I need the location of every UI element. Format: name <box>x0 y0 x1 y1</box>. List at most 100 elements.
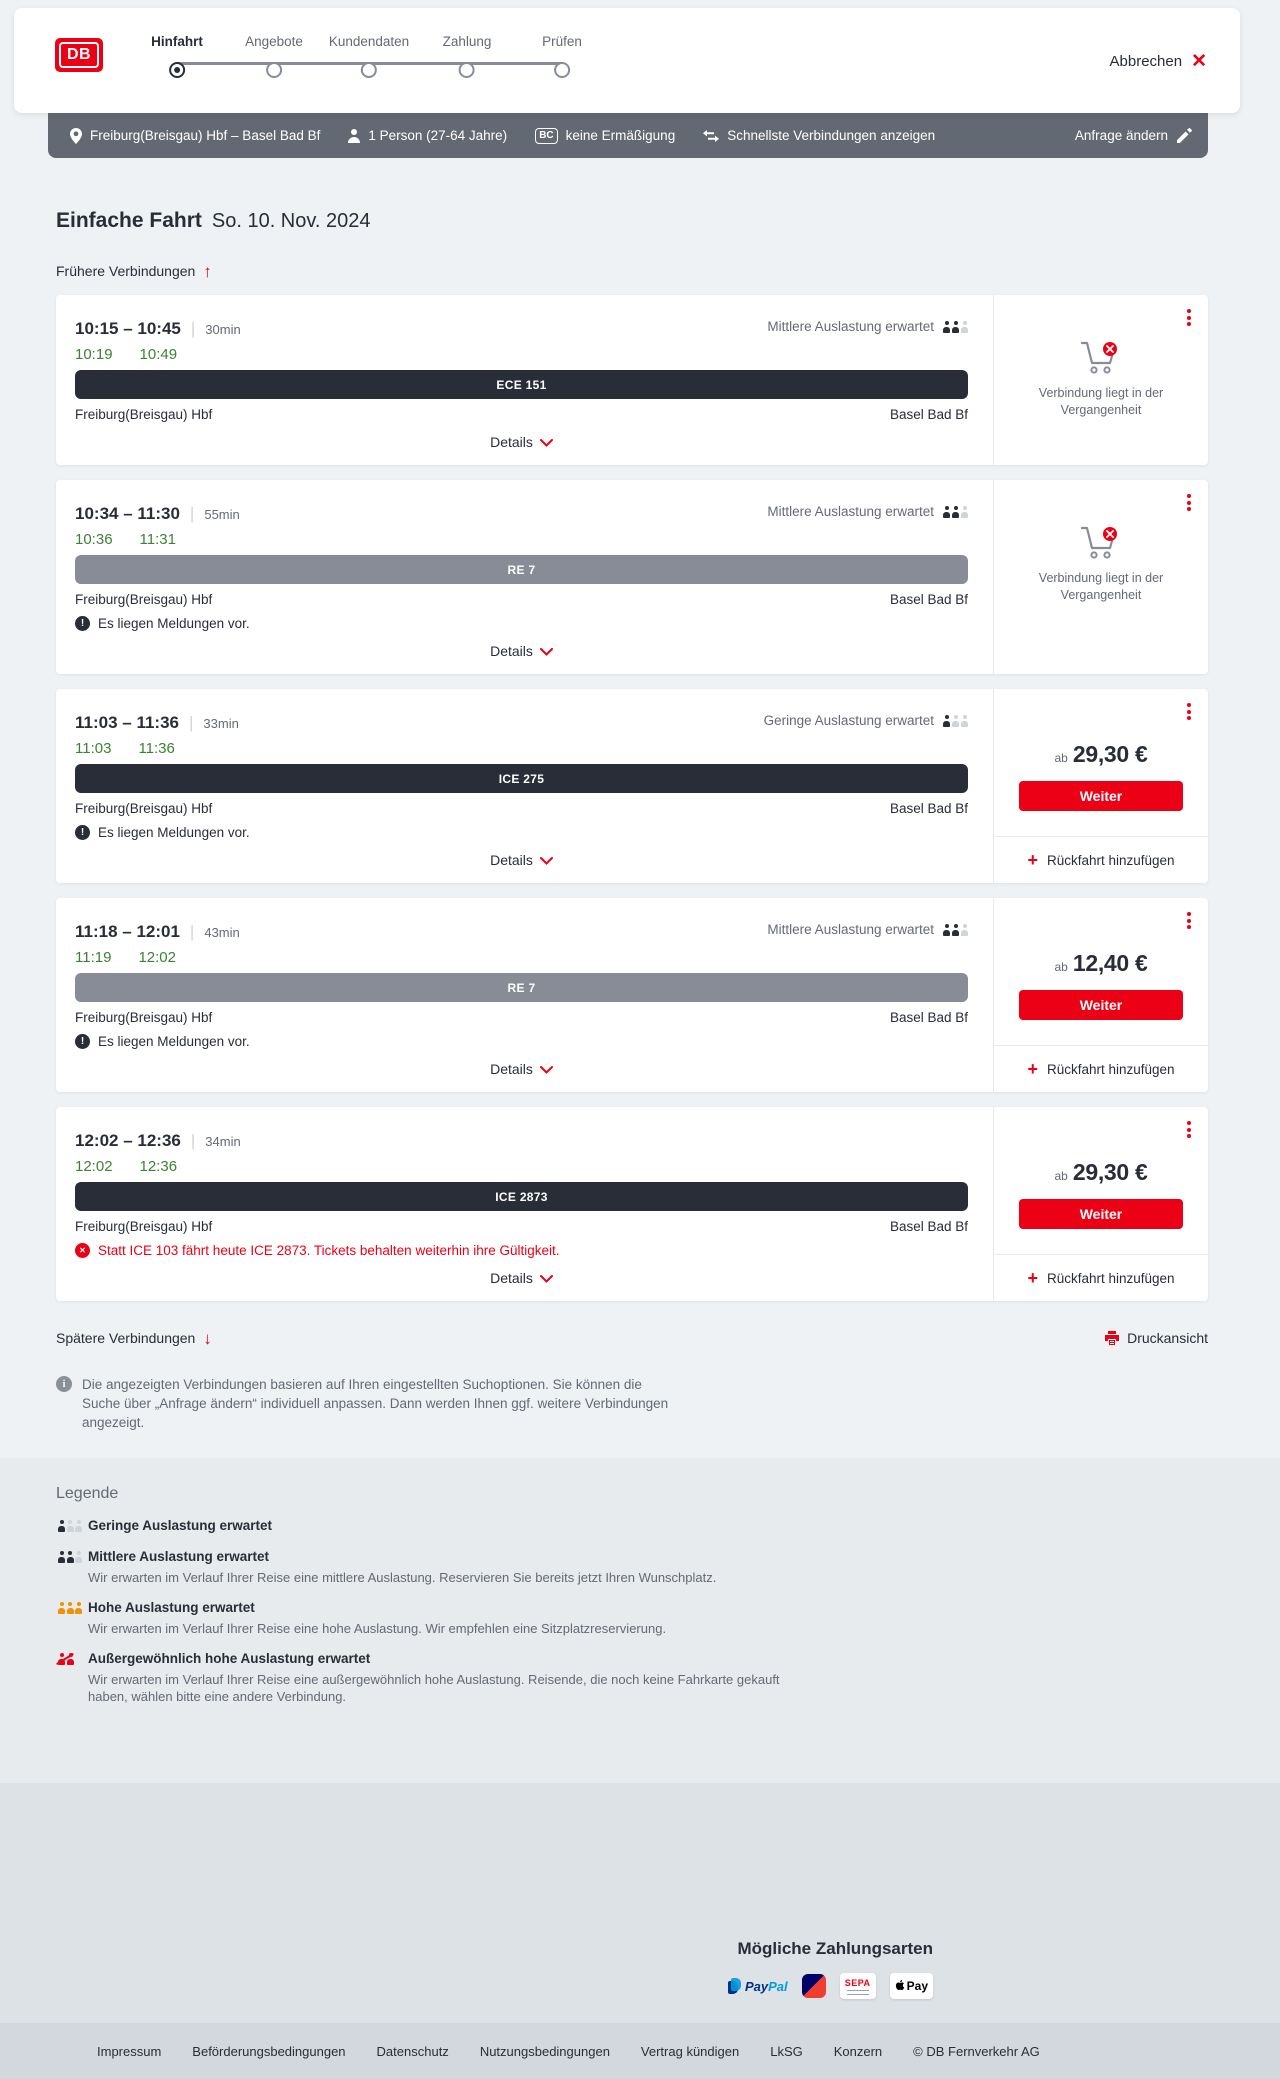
close-icon: ✕ <box>1191 51 1207 72</box>
db-logo-text: DB <box>66 46 92 63</box>
booking-stepper: Hinfahrt Angebote Kundendaten Zahlung Pr… <box>14 8 1240 113</box>
db-logo[interactable]: DB <box>55 38 103 72</box>
more-options-menu[interactable] <box>1185 701 1193 722</box>
departure-station: Freiburg(Breisgau) Hbf <box>75 1010 213 1025</box>
price-value: 29,30 € <box>1072 741 1148 767</box>
price-value: 12,40 € <box>1072 950 1148 976</box>
swap-arrows-icon <box>703 129 720 142</box>
legend-item-high: Hohe Auslastung erwartet Wir erwarten im… <box>56 1599 1208 1637</box>
edit-search-button[interactable]: Anfrage ändern <box>1075 128 1192 143</box>
footer-link-nutzungsbedingungen[interactable]: Nutzungsbedingungen <box>479 2043 610 2059</box>
occupancy-medium-icon <box>941 506 968 518</box>
footer-link-konzern[interactable]: Konzern <box>833 2043 883 2059</box>
search-options-note: Die angezeigten Verbindungen basieren au… <box>56 1375 1208 1432</box>
step-node <box>360 62 377 78</box>
cancel-button[interactable]: Abbrechen ✕ <box>1110 52 1207 71</box>
train-segment-bar[interactable]: RE 7 <box>75 973 968 1002</box>
messages-note: Es liegen Meldungen vor. <box>75 1033 968 1050</box>
arrival-station: Basel Bad Bf <box>889 1219 968 1234</box>
footer-link-vertrag-kuendigen[interactable]: Vertrag kündigen <box>640 2043 740 2059</box>
step-hinfahrt[interactable]: Hinfahrt <box>151 34 203 78</box>
person-icon <box>348 128 361 143</box>
details-toggle[interactable]: Details <box>75 434 968 451</box>
arrow-up-icon: ↑ <box>203 261 212 281</box>
connection-card: 12:02 – 12:36 | 34min 12:02 12:36 ICE 2873… <box>56 1107 1208 1301</box>
details-toggle[interactable]: Details <box>75 852 968 869</box>
occupancy-medium-icon <box>941 924 968 936</box>
footer-link-lksg[interactable]: LkSG <box>770 2043 803 2059</box>
print-view-link[interactable]: Druckansicht <box>1105 1329 1208 1347</box>
occupancy-exceptional-icon <box>55 1652 82 1666</box>
step-pruefen[interactable]: Prüfen <box>542 34 582 78</box>
payments-section: Mögliche Zahlungsarten PayPal SEPA Pay <box>0 1783 1280 2023</box>
add-return-button[interactable]: + Rückfahrt hinzufügen <box>994 1045 1208 1092</box>
step-zahlung[interactable]: Zahlung <box>443 34 491 78</box>
sepa-direct-debit-icon: SEPA <box>839 1973 876 1999</box>
time-range: 10:15 – 10:45 <box>75 319 181 338</box>
messages-note: Es liegen Meldungen vor. <box>75 824 968 841</box>
train-segment-bar[interactable]: ECE 151 <box>75 370 968 399</box>
time-range: 11:18 – 12:01 <box>75 922 180 941</box>
connection-card: 11:03 – 11:36 | 33min Geringe Auslastung e… <box>56 689 1208 883</box>
train-segment-bar[interactable]: ICE 2873 <box>75 1182 968 1211</box>
occupancy-indicator: Mittlere Auslastung erwartet <box>767 504 968 520</box>
duration: 43min <box>204 925 240 940</box>
later-connections-link[interactable]: Spätere Verbindungen ↓ <box>56 1328 212 1348</box>
weiter-button[interactable]: Weiter <box>1019 1199 1183 1229</box>
occupancy-indicator: Mittlere Auslastung erwartet <box>767 922 968 938</box>
location-pin-icon <box>70 127 82 144</box>
cart-unavailable-icon <box>1080 341 1117 374</box>
more-options-menu[interactable] <box>1185 910 1193 931</box>
more-options-menu[interactable] <box>1185 307 1193 328</box>
footer-link-impressum[interactable]: Impressum <box>97 2043 162 2059</box>
more-options-menu[interactable] <box>1185 1119 1193 1140</box>
legend-title: Legende <box>56 1485 119 1502</box>
bahncard-badge: BC <box>535 127 558 144</box>
weiter-button[interactable]: Weiter <box>1019 990 1183 1020</box>
train-segment-bar[interactable]: ICE 275 <box>75 764 968 793</box>
info-icon <box>56 1376 72 1392</box>
payments-title: Mögliche Zahlungsarten <box>737 1939 933 1958</box>
earlier-connections-link[interactable]: Frühere Verbindungen ↑ <box>56 261 212 281</box>
warning-icon <box>75 1034 90 1049</box>
route-summary: Freiburg(Breisgau) Hbf – Basel Bad Bf <box>70 127 320 144</box>
journey-type: Einfache Fahrt <box>56 209 202 232</box>
sort-mode-summary: Schnellste Verbindungen anzeigen <box>703 128 935 143</box>
price: ab 12,40 € <box>1054 950 1148 976</box>
departure-station: Freiburg(Breisgau) Hbf <box>75 592 213 607</box>
arrow-down-icon: ↓ <box>203 1328 212 1348</box>
more-options-menu[interactable] <box>1185 492 1193 513</box>
messages-note: Es liegen Meldungen vor. <box>75 615 968 632</box>
train-change-alert: Statt ICE 103 fährt heute ICE 2873. Tick… <box>75 1242 968 1259</box>
connection-card: 11:18 – 12:01 | 43min Mittlere Auslastung … <box>56 898 1208 1092</box>
chevron-down-icon <box>539 438 553 447</box>
footer-link-datenschutz[interactable]: Datenschutz <box>376 2043 449 2059</box>
train-segment-bar[interactable]: RE 7 <box>75 555 968 584</box>
details-toggle[interactable]: Details <box>75 1061 968 1078</box>
footer-link-befoerderungsbedingungen[interactable]: Beförderungsbedingungen <box>192 2043 346 2059</box>
departure-station: Freiburg(Breisgau) Hbf <box>75 1219 213 1234</box>
legend-section: Legende Geringe Auslastung erwartet Mitt… <box>0 1458 1280 1783</box>
step-node <box>458 62 475 78</box>
warning-icon <box>75 825 90 840</box>
cart-unavailable-icon <box>1080 526 1117 559</box>
plus-icon: + <box>1027 1268 1038 1288</box>
occupancy-indicator: Mittlere Auslastung erwartet <box>767 319 968 335</box>
apple-pay-icon: Pay <box>889 1973 933 1999</box>
realtime-times: 10:36 11:31 <box>75 531 176 548</box>
duration: 30min <box>205 322 241 337</box>
later-row: Spätere Verbindungen ↓ Druckansicht <box>56 1329 1208 1347</box>
duration: 55min <box>204 507 240 522</box>
app-header: DB Hinfahrt Angebote Kundendaten Zahlung… <box>14 8 1240 113</box>
time-range: 11:03 – 11:36 <box>75 713 179 732</box>
realtime-times: 11:19 12:02 <box>75 949 176 966</box>
duration: 33min <box>203 716 239 731</box>
step-angebote[interactable]: Angebote <box>245 34 303 78</box>
step-kundendaten[interactable]: Kundendaten <box>329 34 409 78</box>
details-toggle[interactable]: Details <box>75 643 968 660</box>
add-return-button[interactable]: + Rückfahrt hinzufügen <box>994 836 1208 883</box>
add-return-button[interactable]: + Rückfahrt hinzufügen <box>994 1254 1208 1301</box>
details-toggle[interactable]: Details <box>75 1270 968 1287</box>
weiter-button[interactable]: Weiter <box>1019 781 1183 811</box>
time-range: 12:02 – 12:36 <box>75 1131 181 1150</box>
